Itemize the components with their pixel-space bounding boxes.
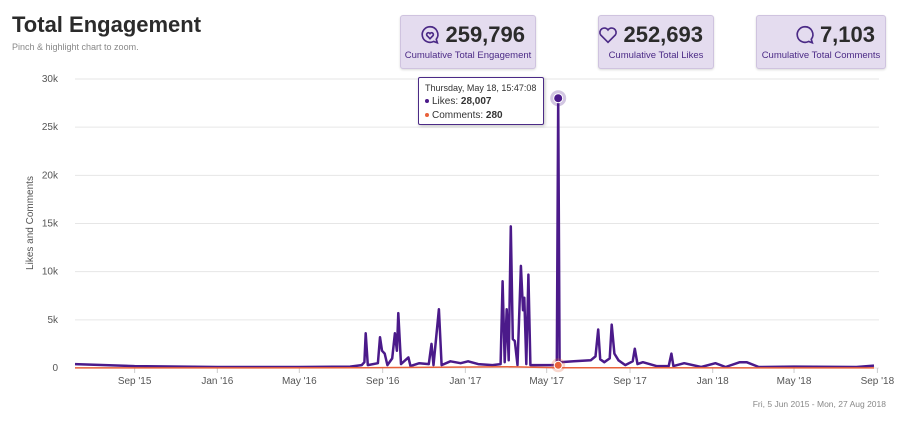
card-total-likes: 252,693 Cumulative Total Likes <box>598 15 714 69</box>
date-range: Fri, 5 Jun 2015 - Mon, 27 Aug 2018 <box>752 399 886 409</box>
x-tick-label: Sep '17 <box>613 376 647 387</box>
card-total-comments: 7,103 Cumulative Total Comments <box>756 15 886 69</box>
y-tick-label: 25k <box>42 122 59 133</box>
tooltip-likes-value: 28,007 <box>460 96 492 107</box>
likes-value: 252,693 <box>623 22 703 47</box>
y-tick-label: 5k <box>47 315 59 326</box>
y-axis-title: Likes and Comments <box>25 176 36 270</box>
page-title: Total Engagement <box>12 12 202 37</box>
card-total-engagement: 259,796 Cumulative Total Engagement <box>400 15 536 69</box>
comment-bubble-icon <box>796 25 814 45</box>
x-tick-label: Jan '18 <box>697 376 729 387</box>
y-tick-label: 30k <box>42 74 59 85</box>
comments-value: 7,103 <box>819 22 875 47</box>
tooltip-likes-label: Likes: <box>432 96 461 107</box>
chart-tooltip: Thursday, May 18, 15:47:08 Likes: 28,007… <box>418 77 544 125</box>
engagement-label: Cumulative Total Engagement <box>404 50 532 61</box>
y-tick-label: 10k <box>42 267 59 278</box>
x-tick-label: May '18 <box>777 376 812 387</box>
comments-hover-point <box>553 360 563 370</box>
y-tick-label: 0 <box>52 363 58 374</box>
x-tick-label: Jan '17 <box>449 376 481 387</box>
x-tick-label: Sep '15 <box>118 376 152 387</box>
x-tick-label: Sep '16 <box>366 376 400 387</box>
likes-hover-point <box>553 93 564 104</box>
x-tick-label: May '16 <box>282 376 317 387</box>
likes-dot-icon <box>425 99 429 104</box>
x-tick-label: Jan '16 <box>201 376 233 387</box>
y-tick-label: 20k <box>42 170 59 181</box>
tooltip-comments-value: 280 <box>485 110 503 121</box>
tooltip-comments-label: Comments: <box>432 110 486 121</box>
heart-icon <box>599 27 618 44</box>
zoom-hint: Pinch & highlight chart to zoom. <box>12 42 139 52</box>
y-tick-label: 15k <box>42 219 59 230</box>
tooltip-likes: Likes: 28,007 <box>425 95 537 109</box>
tooltip-comments: Comments: 280 <box>425 109 537 123</box>
series-likes-line <box>74 96 875 369</box>
likes-label: Cumulative Total Likes <box>608 50 704 61</box>
engagement-bubble-heart-icon <box>421 25 440 45</box>
comments-dot-icon <box>425 113 429 118</box>
engagement-value: 259,796 <box>445 22 525 47</box>
x-tick-label: May '17 <box>529 376 564 387</box>
x-tick-label: Sep '18 <box>861 376 895 387</box>
tooltip-date: Thursday, May 18, 15:47:08 <box>425 83 537 93</box>
comments-label: Cumulative Total Comments <box>761 50 881 61</box>
